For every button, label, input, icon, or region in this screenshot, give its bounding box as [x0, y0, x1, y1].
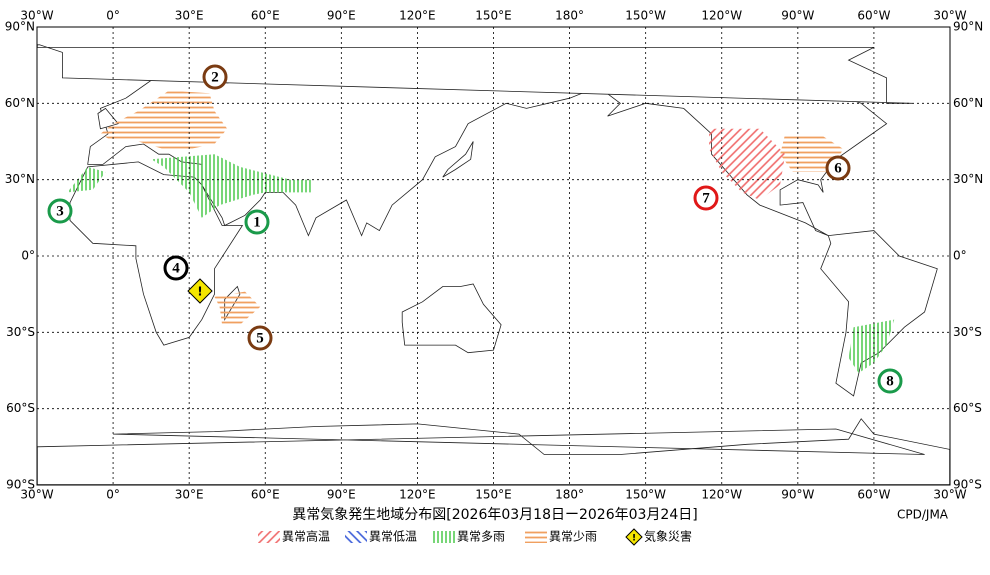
marker-circle — [244, 209, 270, 235]
legend-swatch — [258, 531, 280, 543]
marker-circle — [202, 64, 228, 90]
lat-label-right: 0° — [953, 249, 967, 263]
lon-label-bottom: 90°E — [327, 488, 356, 502]
lat-label-right: 90°N — [953, 20, 983, 34]
marker-number: 2 — [211, 69, 219, 85]
axis-labels: 30°W30°W0°0°30°E30°E60°E60°E90°E90°E120°… — [5, 9, 984, 502]
lon-label-top: 180° — [555, 9, 584, 23]
anomaly-area — [214, 291, 261, 325]
lon-label-bottom: 0° — [106, 488, 120, 502]
lon-label-bottom: 60°W — [857, 488, 890, 502]
lon-label-top: 60°W — [857, 9, 890, 23]
lat-label-left: 90°N — [5, 20, 35, 34]
landmass — [401, 283, 502, 354]
marker-number: 8 — [886, 373, 894, 389]
lon-label-bottom: 30°W — [933, 488, 966, 502]
marker-circle — [825, 155, 851, 181]
lon-label-top: 60°E — [251, 9, 280, 23]
lon-label-top: 120°W — [701, 9, 742, 23]
anomaly-area — [709, 128, 786, 200]
marker-circle — [877, 368, 903, 394]
legend-label: 異常高温 — [282, 529, 330, 544]
lat-label-left: 60°N — [5, 96, 35, 110]
landmass — [442, 141, 474, 178]
legend-label: 気象災害 — [644, 529, 692, 544]
marker-number: 3 — [56, 203, 64, 219]
lat-label-left: 30°N — [5, 172, 35, 186]
legend-swatch — [433, 531, 455, 543]
landmass — [820, 230, 938, 397]
lon-label-top: 30°W — [933, 9, 966, 23]
markers: 1 2 3 4 5 6 7 8! — [47, 64, 903, 394]
lon-label-top: 0° — [106, 9, 120, 23]
legend-swatch — [625, 528, 643, 546]
lat-label-left: 60°S — [6, 401, 35, 415]
lon-label-top: 30°W — [20, 9, 53, 23]
lon-label-bottom: 90°W — [781, 488, 814, 502]
legend-warning-mark: ! — [632, 534, 636, 544]
legend-label: 異常多雨 — [457, 530, 505, 544]
legend-swatch — [525, 531, 547, 543]
lon-label-top: 120°E — [399, 9, 436, 23]
map-frame — [36, 26, 951, 486]
lon-label-top: 90°W — [781, 9, 814, 23]
lon-label-bottom: 150°W — [625, 488, 666, 502]
warning-mark: ! — [197, 285, 202, 299]
anomaly-areas — [67, 90, 895, 373]
lon-label-top: 90°E — [327, 9, 356, 23]
legend: 異常高温 異常低温 異常多雨 異常少雨! 気象災害 — [258, 528, 692, 546]
lon-label-top: 150°E — [475, 9, 512, 23]
map-title: 異常気象発生地域分布図[2026年03月18日ー2026年03月24日] — [292, 507, 697, 523]
lon-label-bottom: 180° — [555, 488, 584, 502]
marker-number: 4 — [172, 260, 180, 276]
lon-label-bottom: 30°E — [175, 488, 204, 502]
lon-label-bottom: 120°E — [399, 488, 436, 502]
lon-label-bottom: 30°W — [20, 488, 53, 502]
anomaly-area — [67, 166, 106, 193]
anomaly-area — [100, 90, 228, 150]
marker-number: 6 — [834, 160, 842, 176]
marker-circle — [247, 325, 273, 351]
marker-circle — [693, 185, 719, 211]
lon-label-bottom: 60°E — [251, 488, 280, 502]
lat-label-right: 30°S — [953, 325, 982, 339]
legend-label: 異常低温 — [369, 530, 417, 544]
lon-label-bottom: 120°W — [701, 488, 742, 502]
lat-label-left: 90°S — [6, 478, 35, 492]
lat-label-right: 90°S — [953, 478, 982, 492]
warning-diamond — [187, 278, 213, 304]
legend-label: 異常少雨 — [549, 530, 597, 544]
anomaly-area — [848, 319, 895, 373]
lat-label-left: 0° — [21, 249, 35, 263]
legend-swatch — [345, 531, 367, 543]
lon-label-bottom: 150°E — [475, 488, 512, 502]
lat-label-left: 30°S — [6, 325, 35, 339]
marker-circle — [163, 255, 189, 281]
lon-label-top: 150°W — [625, 9, 666, 23]
lat-label-right: 30°N — [953, 172, 983, 186]
marker-number: 7 — [702, 190, 710, 206]
lat-label-right: 60°N — [953, 96, 983, 110]
lon-label-top: 30°E — [175, 9, 204, 23]
marker-number: 5 — [256, 330, 264, 346]
credit: CPD/JMA — [897, 508, 949, 522]
marker-circle — [47, 198, 73, 224]
lat-label-right: 60°S — [953, 401, 982, 415]
anomaly-area — [151, 154, 311, 218]
marker-number: 1 — [253, 214, 261, 230]
